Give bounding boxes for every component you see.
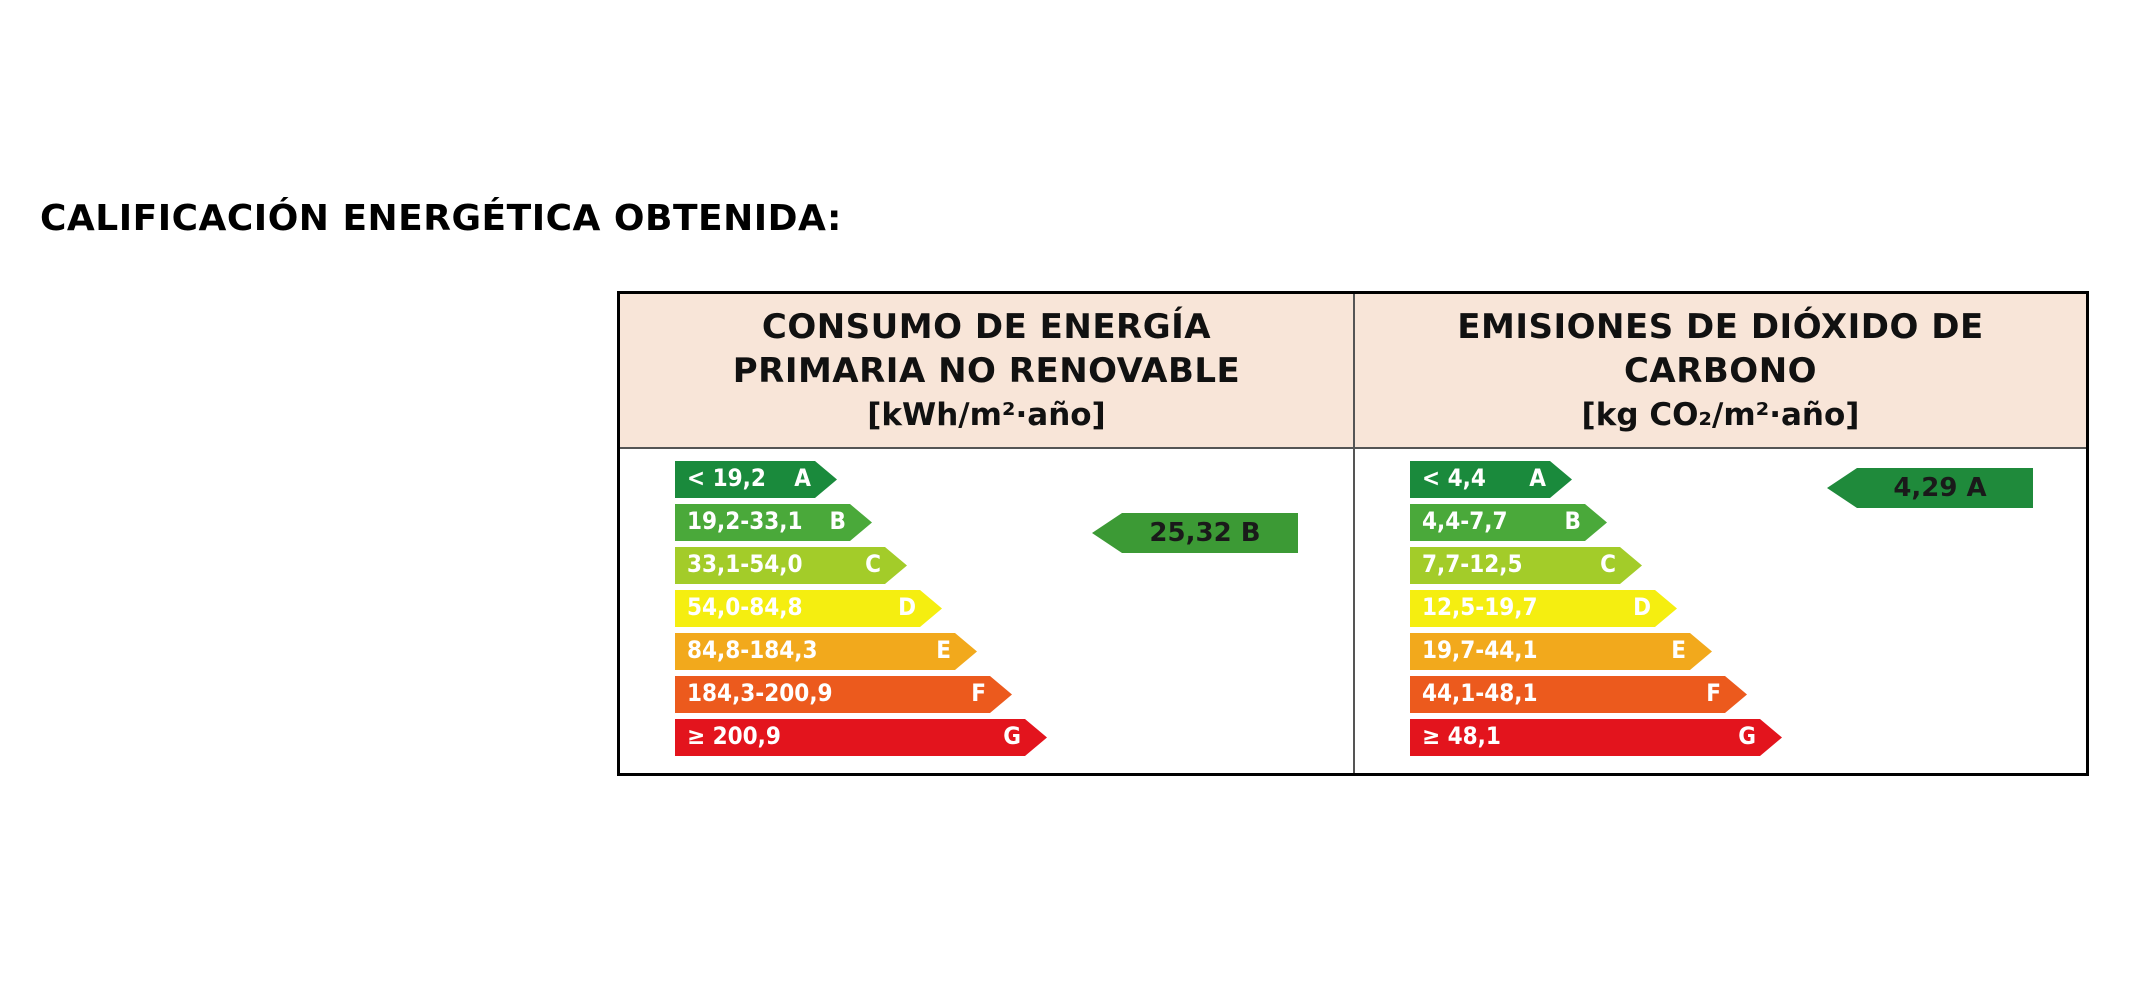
scale-range-label: 7,7-12,5 bbox=[1422, 550, 1523, 578]
scale-letter-label: D bbox=[898, 593, 916, 621]
scale-arrow-b: 4,4-7,7 B bbox=[1410, 504, 1607, 541]
energy-rating-value: 25,32 bbox=[1149, 518, 1232, 548]
scale-range-label: 19,2-33,1 bbox=[687, 507, 803, 535]
scale-letter-label: F bbox=[1706, 679, 1721, 707]
scale-letter-label: A bbox=[794, 464, 811, 492]
scale-arrow-a: < 19,2 A bbox=[675, 461, 837, 498]
scale-range-label: 12,5-19,7 bbox=[1422, 593, 1538, 621]
scale-letter-label: E bbox=[1671, 636, 1686, 664]
scale-range-label: ≥ 200,9 bbox=[687, 722, 781, 750]
scale-letter-label: G bbox=[1738, 722, 1756, 750]
scale-arrow-e: 84,8-184,3 E bbox=[675, 633, 977, 670]
scale-letter-label: G bbox=[1003, 722, 1021, 750]
energy-panel-header: CONSUMO DE ENERGÍA PRIMARIA NO RENOVABLE… bbox=[620, 294, 1353, 449]
scale-arrow-c: 33,1-54,0 C bbox=[675, 547, 907, 584]
scale-range-label: 54,0-84,8 bbox=[687, 593, 803, 621]
energy-unit: [kWh/m²·año] bbox=[867, 396, 1106, 433]
scale-letter-label: D bbox=[1633, 593, 1651, 621]
scale-letter-label: A bbox=[1529, 464, 1546, 492]
energy-heading-line1: CONSUMO DE ENERGÍA bbox=[761, 306, 1212, 347]
scale-letter-label: C bbox=[1600, 550, 1616, 578]
scale-range-label: ≥ 48,1 bbox=[1422, 722, 1501, 750]
energy-rating-arrow: 25,32 B bbox=[1092, 513, 1298, 553]
energy-certificate-table: CONSUMO DE ENERGÍA PRIMARIA NO RENOVABLE… bbox=[617, 291, 2089, 776]
scale-arrow-g: ≥ 48,1 G bbox=[1410, 719, 1782, 756]
scale-arrow-a: < 4,4 A bbox=[1410, 461, 1572, 498]
energy-heading-line2: PRIMARIA NO RENOVABLE bbox=[732, 350, 1241, 391]
scale-range-label: 33,1-54,0 bbox=[687, 550, 803, 578]
energy-rating-letter: B bbox=[1240, 518, 1261, 548]
co2-rating-letter: A bbox=[1966, 473, 1987, 503]
page-title: CALIFICACIÓN ENERGÉTICA OBTENIDA: bbox=[40, 198, 842, 239]
scale-arrow-f: 44,1-48,1 F bbox=[1410, 676, 1747, 713]
scale-arrow-d: 12,5-19,7 D bbox=[1410, 590, 1677, 627]
co2-unit: [kg CO₂/m²·año] bbox=[1581, 396, 1860, 433]
co2-panel-header: EMISIONES DE DIÓXIDO DE CARBONO [kg CO₂/… bbox=[1355, 294, 2086, 449]
scale-range-label: < 19,2 bbox=[687, 464, 766, 492]
scale-letter-label: E bbox=[936, 636, 951, 664]
scale-arrow-f: 184,3-200,9 F bbox=[675, 676, 1012, 713]
scale-range-label: 184,3-200,9 bbox=[687, 679, 833, 707]
scale-arrow-d: 54,0-84,8 D bbox=[675, 590, 942, 627]
scale-range-label: 84,8-184,3 bbox=[687, 636, 818, 664]
co2-panel-body: < 4,4 A 4,4-7,7 B 7,7-12,5 C 12,5-19,7 D 19,7-44… bbox=[1355, 449, 2086, 773]
co2-heading-line1: EMISIONES DE DIÓXIDO DE bbox=[1457, 306, 1984, 347]
scale-letter-label: F bbox=[971, 679, 986, 707]
co2-rating-arrow: 4,29 A bbox=[1827, 468, 2033, 508]
co2-emissions-panel: EMISIONES DE DIÓXIDO DE CARBONO [kg CO₂/… bbox=[1353, 294, 2086, 773]
scale-arrow-b: 19,2-33,1 B bbox=[675, 504, 872, 541]
scale-arrow-e: 19,7-44,1 E bbox=[1410, 633, 1712, 670]
scale-letter-label: B bbox=[1564, 507, 1581, 535]
scale-arrow-c: 7,7-12,5 C bbox=[1410, 547, 1642, 584]
scale-range-label: < 4,4 bbox=[1422, 464, 1486, 492]
scale-letter-label: C bbox=[865, 550, 881, 578]
scale-arrow-g: ≥ 200,9 G bbox=[675, 719, 1047, 756]
scale-range-label: 44,1-48,1 bbox=[1422, 679, 1538, 707]
co2-rating-value: 4,29 bbox=[1893, 473, 1958, 503]
scale-range-label: 4,4-7,7 bbox=[1422, 507, 1508, 535]
co2-heading-line2: CARBONO bbox=[1623, 350, 1818, 391]
scale-range-label: 19,7-44,1 bbox=[1422, 636, 1538, 664]
energy-panel-body: < 19,2 A 19,2-33,1 B 33,1-54,0 C 54,0-84,8 D 84,… bbox=[620, 449, 1353, 773]
energy-consumption-panel: CONSUMO DE ENERGÍA PRIMARIA NO RENOVABLE… bbox=[620, 294, 1353, 773]
scale-letter-label: B bbox=[829, 507, 846, 535]
